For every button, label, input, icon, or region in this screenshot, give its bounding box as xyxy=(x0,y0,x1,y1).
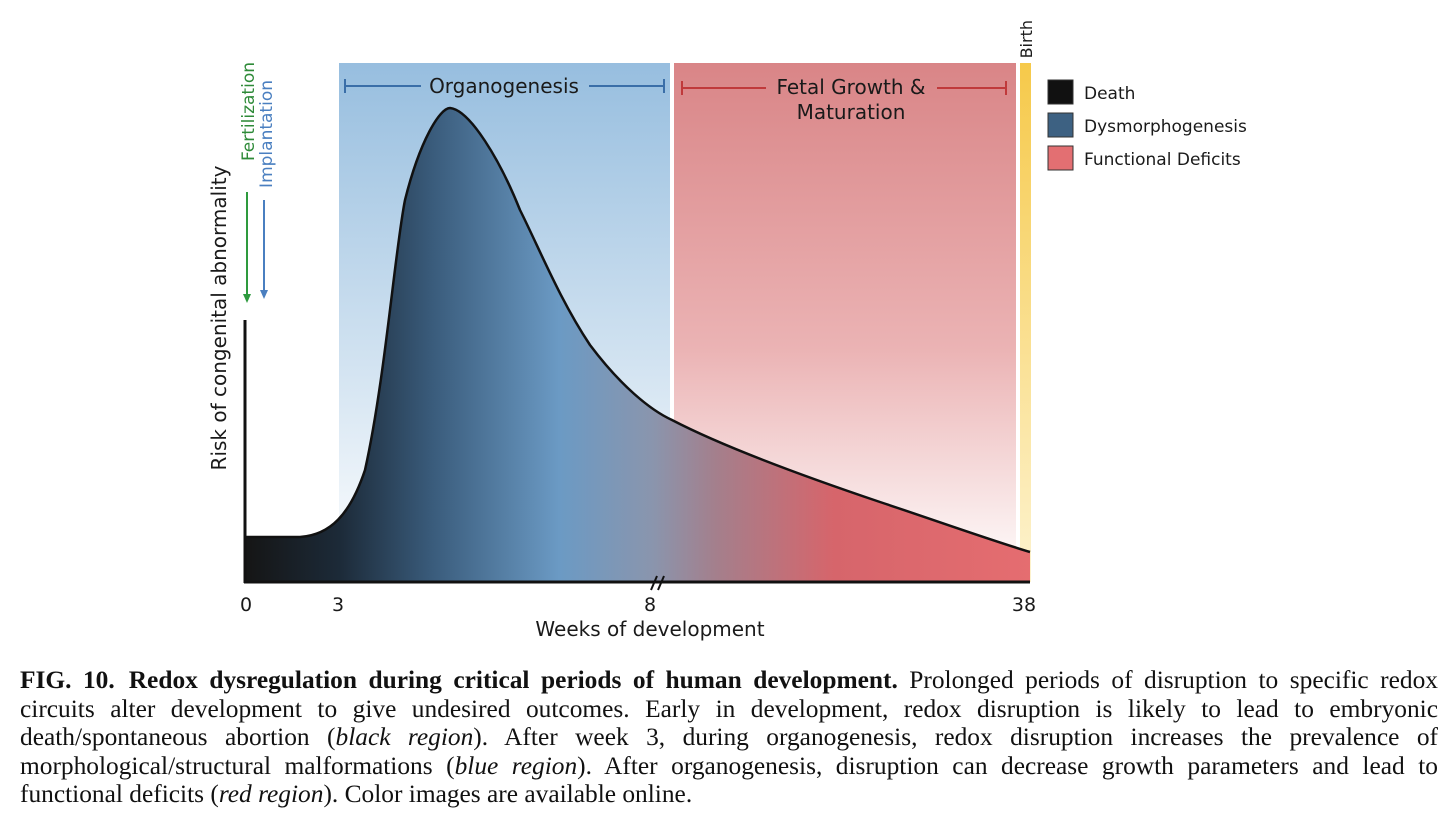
y-axis-label: Risk of congenital abnormality xyxy=(207,165,231,470)
legend: Death Dysmorphogenesis Functional Defici… xyxy=(1047,79,1247,171)
legend-label: Functional Deficits xyxy=(1084,150,1241,170)
organogenesis-bracket xyxy=(344,79,665,93)
axis-break-mark xyxy=(650,575,665,591)
fetal-growth-label: Fetal Growth & xyxy=(776,75,925,99)
organogenesis-label: Organogenesis xyxy=(429,74,579,98)
caption-emphasis: black region xyxy=(335,723,474,751)
caption-title: Redox dysregulation during critical peri… xyxy=(128,666,898,694)
x-axis-label: Weeks of development xyxy=(535,617,764,641)
figure-number: FIG. 10. xyxy=(20,666,115,694)
x-tick-label: 3 xyxy=(332,594,344,616)
implantation-label: Implantation xyxy=(257,80,277,188)
legend-label: Dysmorphogenesis xyxy=(1084,117,1247,137)
x-tick-label: 38 xyxy=(1012,594,1036,616)
fetal-growth-label: Maturation xyxy=(797,100,906,124)
caption-text: ). After week 3, during organogenesis, r… xyxy=(20,723,1438,780)
fertilization-label: Fertilization xyxy=(239,62,259,161)
legend-swatch-functional-deficits xyxy=(1047,145,1074,171)
implantation-arrow-head xyxy=(260,290,268,299)
risk-curve-line xyxy=(245,106,1031,554)
birth-band xyxy=(1020,63,1031,582)
legend-swatch-dysmorphogenesis xyxy=(1047,112,1074,138)
figure-caption: FIG. 10. Redox dysregulation during criti… xyxy=(20,666,1438,809)
caption-text: ). After organogenesis, disruption can d… xyxy=(20,751,1438,809)
x-tick-label: 8 xyxy=(644,594,656,616)
fertilization-arrow-head xyxy=(243,294,251,303)
legend-label: Death xyxy=(1084,84,1135,104)
x-tick-label: 0 xyxy=(240,594,252,616)
caption-emphasis: red region xyxy=(218,780,324,808)
legend-swatch-death xyxy=(1047,79,1074,105)
caption-text: Prolonged periods of disruption to speci… xyxy=(20,666,1438,751)
birth-label: Birth xyxy=(1017,20,1036,58)
caption-text: ). Color images are available online. xyxy=(323,780,693,808)
development-risk-diagram: 0 3 8 38 Weeks of development Risk of co… xyxy=(207,20,1247,641)
caption-emphasis: blue region xyxy=(454,751,578,780)
risk-curve-fill xyxy=(245,108,1030,582)
fetal-growth-bracket xyxy=(681,81,1007,95)
